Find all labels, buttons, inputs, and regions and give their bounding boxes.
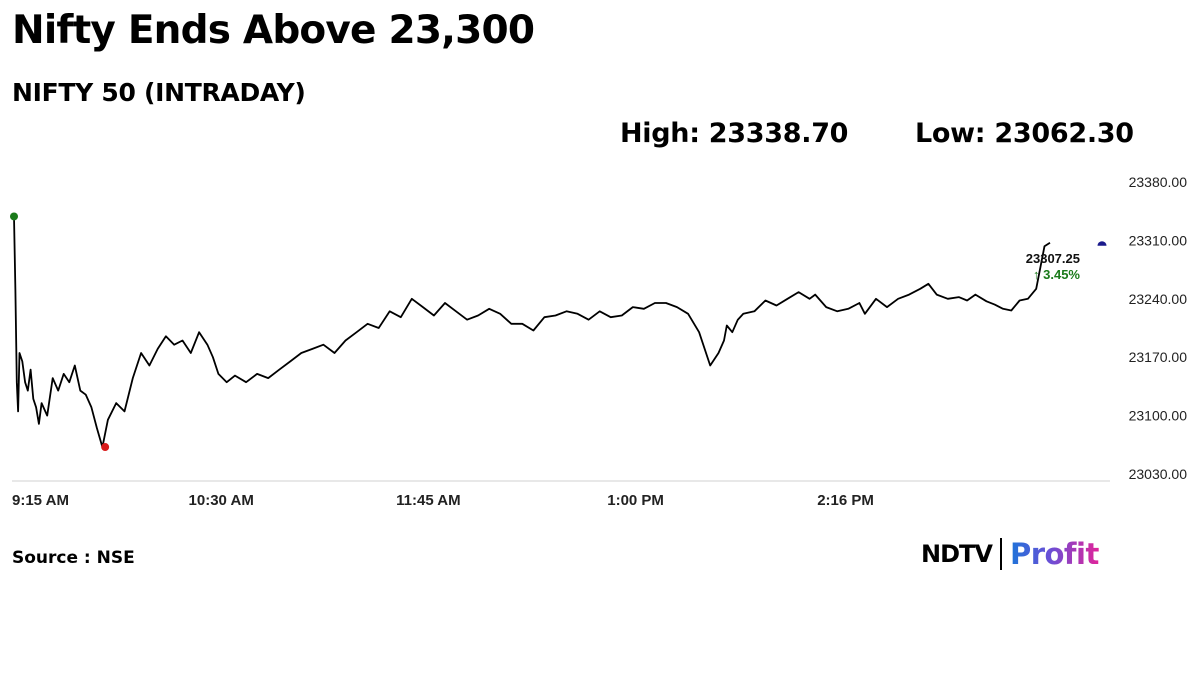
logo-divider [999,538,1002,570]
y-tick-label: 23380.00 [1129,174,1188,190]
x-tick-label: 1:00 PM [607,492,664,509]
source-label: Source : NSE [12,548,135,568]
y-tick-label: 23170.00 [1129,349,1188,365]
y-tick-label: 23310.00 [1129,232,1188,248]
y-axis: 23030.00 23100.00 23170.00 23240.00 23310.00… [1129,174,1188,482]
x-axis: 9:15 AM 10:30 AM 11:45 AM 1:00 PM 2:16 PM [12,492,874,509]
high-marker [10,212,18,221]
chart-subtitle: NIFTY 50 (INTRADAY) [12,78,306,107]
series-line [13,216,1051,449]
x-tick-label: 2:16 PM [817,492,874,509]
last-change-label: ↑ 3.45% [1033,267,1080,282]
y-tick-label: 23240.00 [1129,291,1188,307]
x-tick-label: 10:30 AM [189,492,254,509]
logo-ndtv-text: NDTV [921,540,993,568]
y-tick-label: 23030.00 [1129,466,1188,482]
logo-profit-text: Profit [1009,537,1099,571]
x-tick-label: 11:45 AM [396,492,460,509]
x-tick-label: 9:15 AM [12,492,69,509]
low-marker [101,443,110,452]
last-marker [1097,241,1107,246]
ndtv-profit-logo: NDTV Profit [921,536,1099,572]
last-value-label: 23307.25 [1026,251,1080,266]
low-stat: Low: 23062.30 [915,118,1134,149]
marker-layer [10,212,1107,452]
high-stat: High: 23338.70 [620,118,849,149]
series-layer [13,216,1051,449]
page-title: Nifty Ends Above 23,300 [12,8,535,53]
y-tick-label: 23100.00 [1129,408,1188,424]
